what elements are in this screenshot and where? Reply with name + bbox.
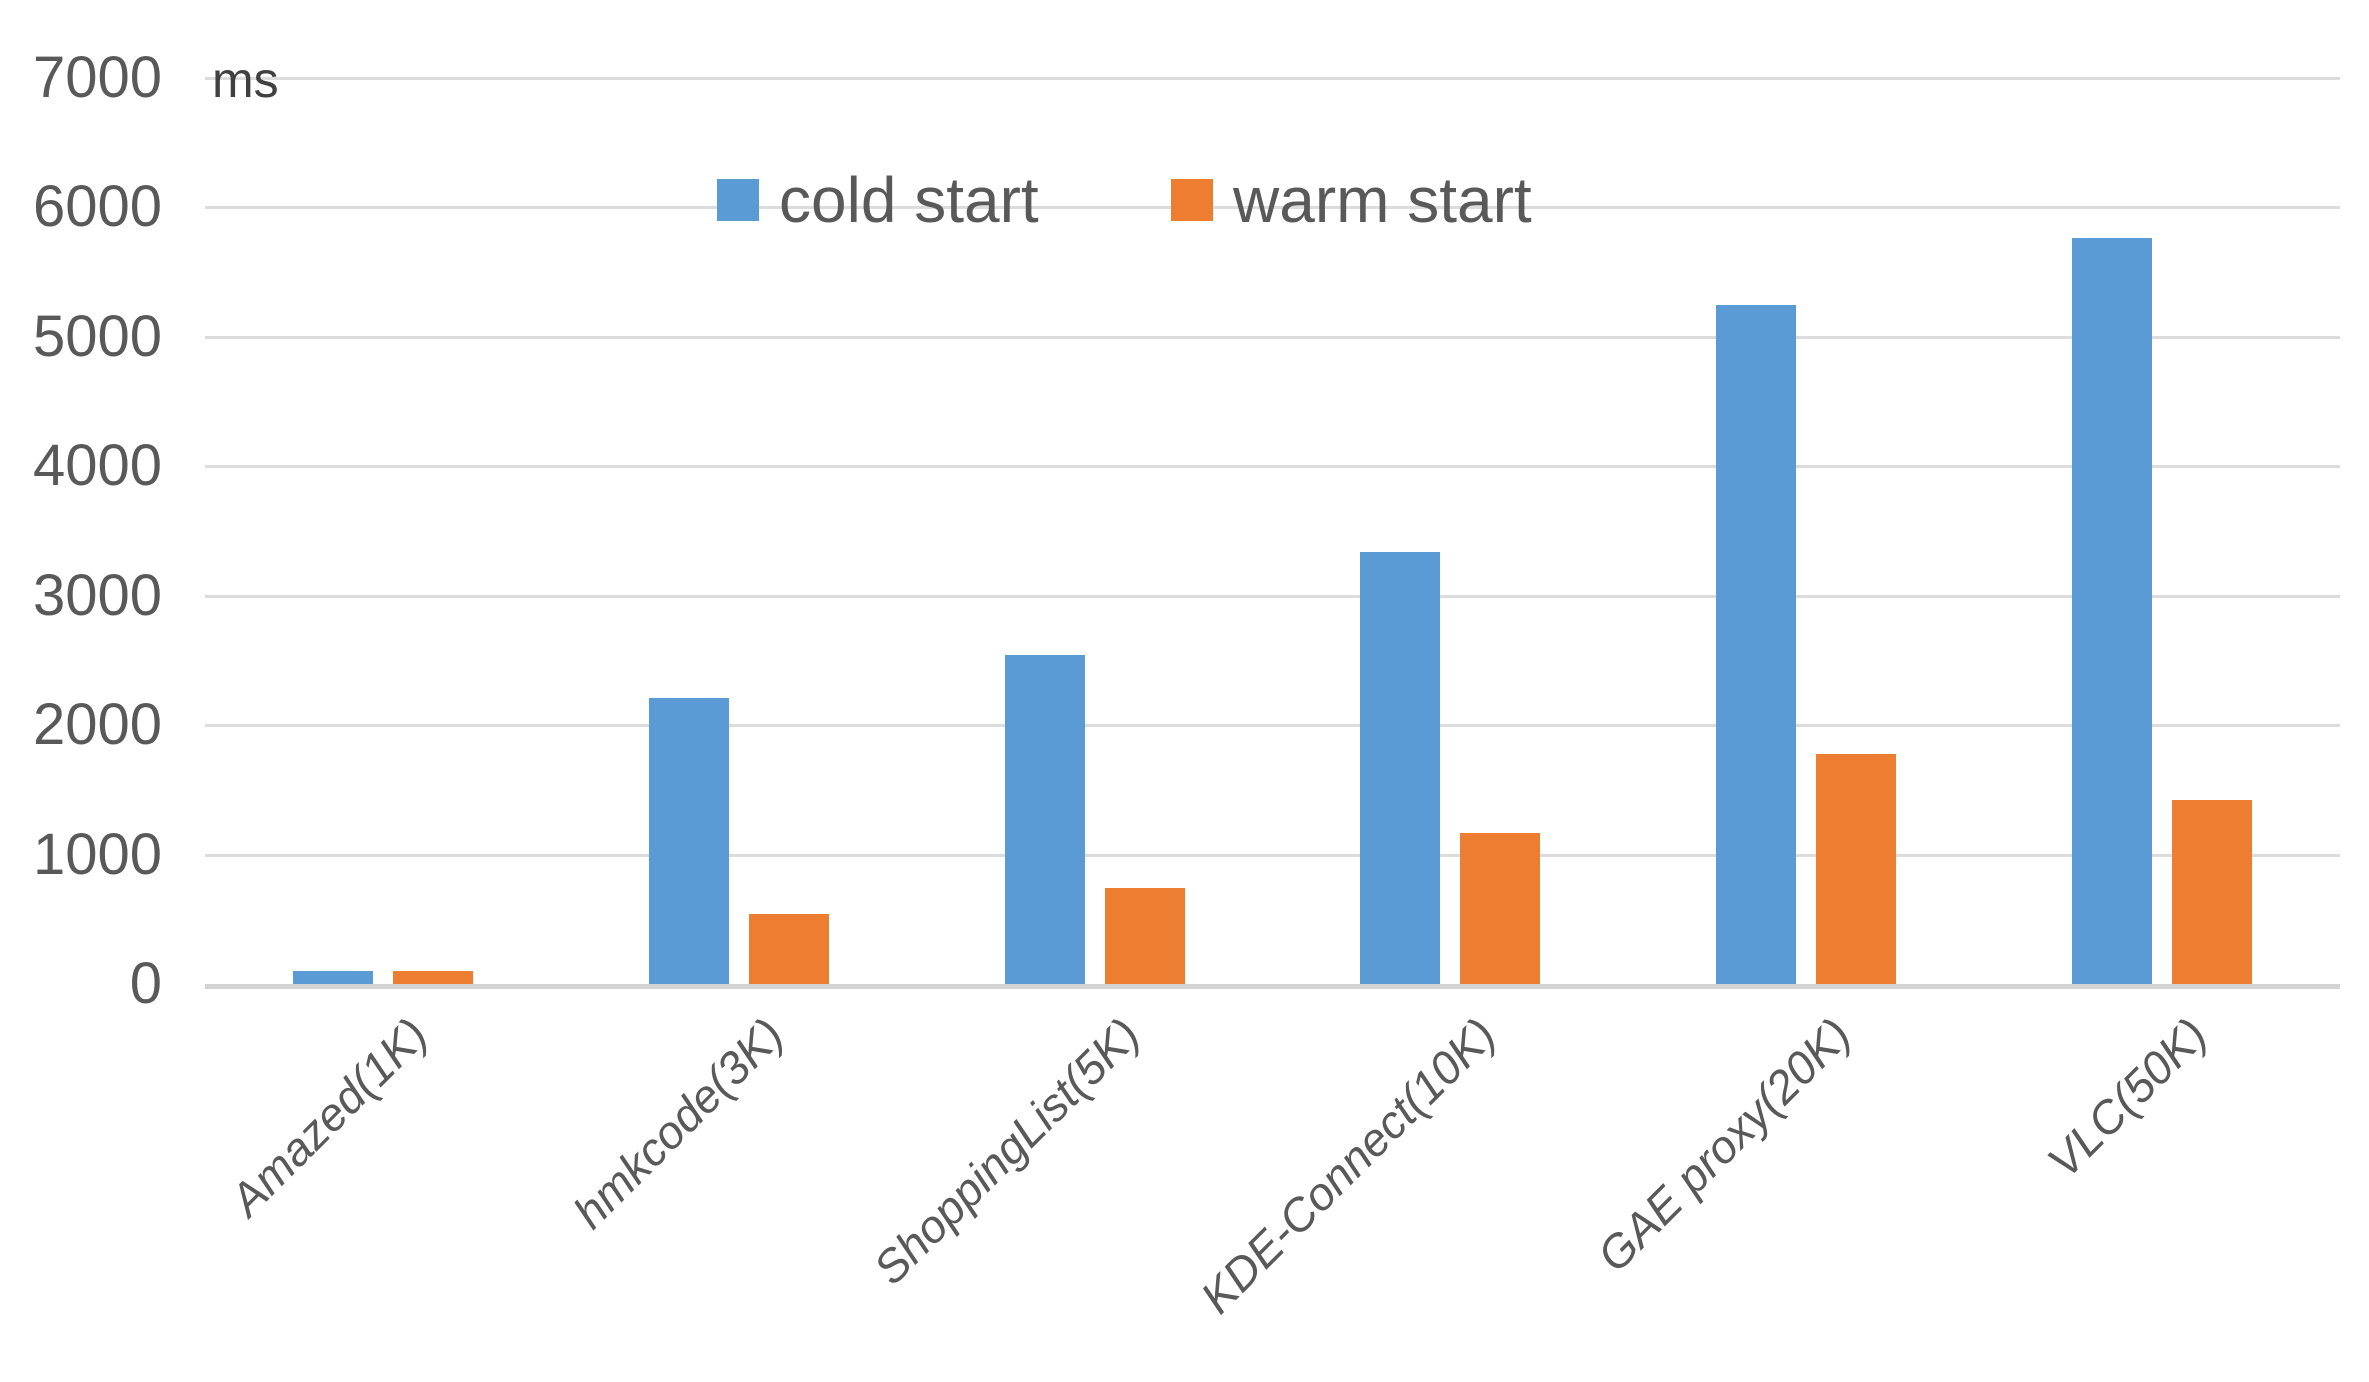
y-axis-unit-label: ms (212, 52, 279, 108)
y-tick-label-5000: 5000 (32, 303, 162, 369)
bar-warm-start-4 (1816, 753, 1897, 984)
bar-cold-start-2 (1004, 655, 1085, 984)
y-tick-label-3000: 3000 (32, 562, 162, 628)
x-axis-label-4: GAE proxy(20K) (1587, 1008, 1862, 1282)
gridline-2000 (205, 724, 2340, 728)
legend: cold start warm start (0, 164, 2369, 236)
y-tick-label-6000: 6000 (32, 174, 162, 240)
x-axis-label-0: Amazed(1K) (220, 1008, 438, 1226)
x-axis-line (205, 984, 2340, 989)
bar-cold-start-1 (648, 697, 729, 984)
bar-warm-start-1 (748, 914, 829, 984)
gridline-7000 (205, 77, 2340, 80)
x-axis-label-5: VLC(50K) (2037, 1008, 2217, 1188)
warm-start-swatch-icon (1171, 179, 1213, 221)
legend-label-cold-start: cold start (779, 164, 1039, 236)
bar-cold-start-0 (292, 971, 373, 984)
gridline-1000 (205, 853, 2340, 857)
legend-item-cold-start: cold start (717, 164, 1039, 236)
y-tick-label-0: 0 (129, 951, 162, 1016)
y-tick-label-4000: 4000 (32, 433, 162, 499)
bar-cold-start-4 (1716, 304, 1797, 984)
bar-warm-start-0 (392, 971, 473, 984)
legend-label-warm-start: warm start (1233, 164, 1532, 236)
x-axis-label-1: hmkcode(3K) (563, 1008, 794, 1239)
bar-cold-start-5 (2072, 238, 2153, 984)
bar-warm-start-5 (2172, 800, 2253, 984)
y-tick-label-2000: 2000 (32, 692, 162, 758)
x-axis-label-3: KDE-Connect(10K) (1190, 1008, 1506, 1324)
bar-cold-start-3 (1360, 551, 1441, 984)
legend-item-warm-start: warm start (1171, 164, 1532, 236)
gridline-5000 (205, 335, 2340, 339)
gridline-4000 (205, 465, 2340, 469)
gridline-6000 (205, 206, 2340, 210)
gridline-3000 (205, 594, 2340, 598)
y-tick-label-1000: 1000 (32, 821, 162, 887)
x-axis-label-2: ShoppingList(5K) (863, 1008, 1150, 1295)
cold-start-swatch-icon (717, 179, 759, 221)
bar-warm-start-3 (1460, 832, 1541, 984)
y-tick-label-7000: 7000 (32, 45, 162, 110)
bar-warm-start-2 (1104, 888, 1185, 984)
